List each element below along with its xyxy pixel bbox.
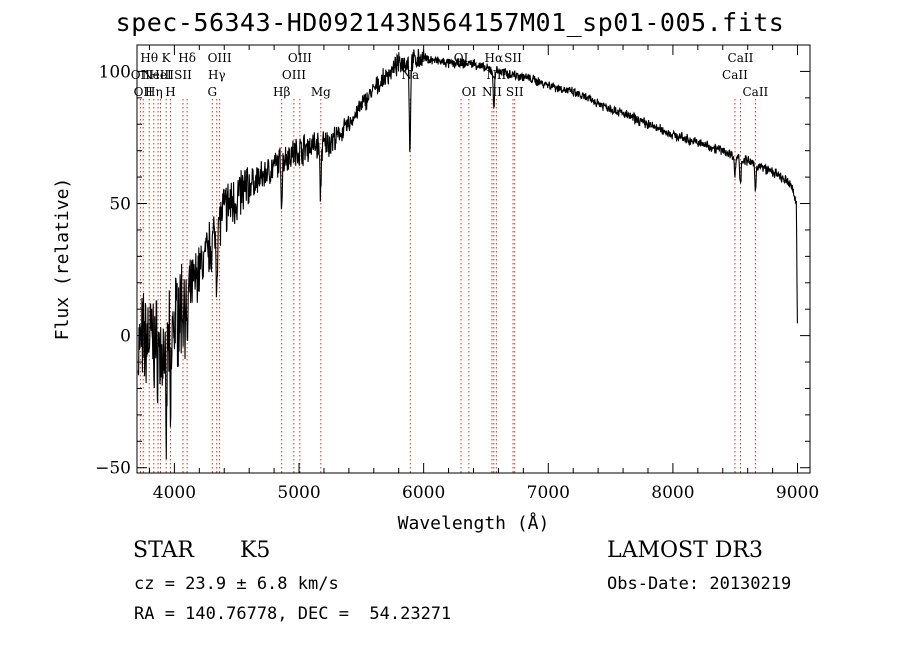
line-marker-label: CaII xyxy=(722,68,748,82)
line-marker-label: Hδ xyxy=(178,51,196,65)
line-markers-layer: OIIOIIHθHηNeIIIHeIKHSIIHδGHγOIIIHβOIIIOI… xyxy=(131,51,769,473)
line-marker-label: SII xyxy=(506,85,524,99)
object-type: STAR xyxy=(133,538,194,563)
line-marker-label: OI xyxy=(462,85,477,99)
line-marker-label: OII xyxy=(134,85,154,99)
line-marker-label: H xyxy=(165,85,175,99)
line-marker-label: G xyxy=(207,85,217,99)
line-marker-label: Na xyxy=(401,68,419,82)
line-marker-label: Hη xyxy=(145,85,163,99)
y-axis-label: Flux (relative) xyxy=(52,178,73,341)
x-tick-label: 9000 xyxy=(776,483,819,503)
x-axis-label: Wavelength (Å) xyxy=(398,512,550,534)
line-marker-label: Mg xyxy=(311,85,331,99)
line-marker-label: OIII xyxy=(282,68,306,82)
spectrum-layer xyxy=(137,48,798,460)
y-tick-label: 50 xyxy=(109,195,131,215)
chart-title: spec-56343-HD092143N564157M01_sp01-005.f… xyxy=(115,8,785,37)
plot-frame xyxy=(136,44,811,474)
y-tick-label: −50 xyxy=(95,459,131,479)
line-marker-label: OIII xyxy=(288,51,312,65)
line-marker-label: Hγ xyxy=(208,68,226,82)
line-marker-label: SII xyxy=(504,51,522,65)
line-marker-label: Hθ xyxy=(140,51,158,65)
line-marker-label: CaII xyxy=(728,51,754,65)
x-tick-label: 4000 xyxy=(153,483,196,503)
coordinates: RA = 140.76778, DEC = 54.23271 xyxy=(134,604,452,624)
line-marker-label: Hα xyxy=(485,51,504,65)
redshift-cz: cz = 23.9 ± 6.8 km/s xyxy=(134,574,339,594)
line-marker-label: NII xyxy=(482,85,502,99)
line-marker-label: K xyxy=(162,51,172,65)
y-tick-label: 100 xyxy=(99,62,131,82)
line-marker-label: Hβ xyxy=(273,85,290,99)
x-tick-label: 6000 xyxy=(402,483,445,503)
axes-layer: 4000 5000 6000 7000 8000 9000 −50 0 50 100 Wavelen… xyxy=(52,44,819,534)
y-tick-label: 0 xyxy=(120,327,131,347)
line-marker-label: NeIII xyxy=(142,68,174,82)
x-tick-label: 7000 xyxy=(527,483,570,503)
x-tick-label: 5000 xyxy=(277,483,320,503)
line-marker-label: OIII xyxy=(208,51,232,65)
x-tick-label: 8000 xyxy=(651,483,694,503)
line-marker-label: HeI xyxy=(149,68,172,82)
spectrum-line xyxy=(137,48,798,460)
line-marker-label: CaII xyxy=(742,85,768,99)
survey-name: LAMOST DR3 xyxy=(607,538,763,563)
line-marker-label: SII xyxy=(174,68,192,82)
obs-date: Obs-Date: 20130219 xyxy=(607,574,792,594)
subclass: K5 xyxy=(240,538,271,563)
